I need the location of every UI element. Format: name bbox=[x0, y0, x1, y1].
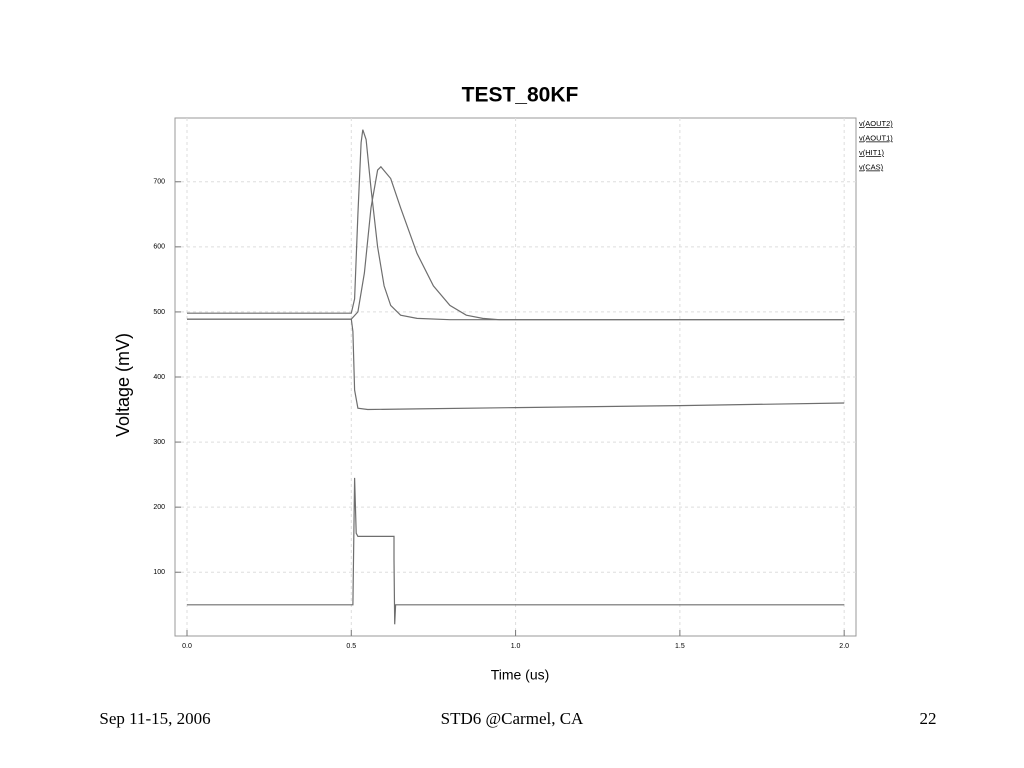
legend-entry: v(CAS) bbox=[859, 162, 884, 171]
y-axis-label: Voltage (mV) bbox=[113, 333, 133, 437]
series-line bbox=[187, 318, 845, 411]
y-tick-label: 300 bbox=[153, 439, 165, 446]
series-line bbox=[187, 165, 845, 321]
x-tick-label: 0.0 bbox=[182, 643, 192, 650]
y-tick-label: 100 bbox=[153, 569, 165, 576]
y-tick-label: 700 bbox=[153, 179, 165, 186]
series-line bbox=[187, 477, 845, 625]
y-tick-label: 500 bbox=[153, 309, 165, 316]
y-tick-label: 600 bbox=[153, 244, 165, 251]
legend-entry: v(AOUT2) bbox=[859, 119, 893, 128]
footer-date: Sep 11-15, 2006 bbox=[99, 709, 210, 728]
y-tick-label: 200 bbox=[153, 504, 165, 511]
footer-venue: STD6 @Carmel, CA bbox=[441, 709, 584, 728]
legend-entry: v(AOUT1) bbox=[859, 133, 893, 142]
y-tick-label: 400 bbox=[153, 374, 165, 381]
x-axis-label: Time (us) bbox=[491, 667, 550, 683]
chart-title: TEST_80KF bbox=[462, 84, 579, 107]
x-tick-label: 2.0 bbox=[839, 643, 849, 650]
legend-entry: v(HIT1) bbox=[859, 148, 885, 157]
x-tick-label: 0.5 bbox=[346, 643, 356, 650]
series-line bbox=[187, 129, 845, 321]
x-tick-label: 1.0 bbox=[511, 643, 521, 650]
x-tick-label: 1.5 bbox=[675, 643, 685, 650]
footer-page: 22 bbox=[920, 709, 937, 728]
